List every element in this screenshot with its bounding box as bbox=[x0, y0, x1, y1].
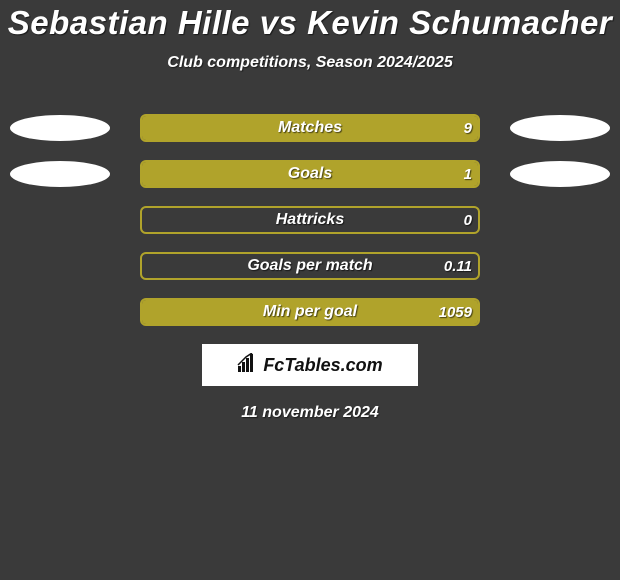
stat-bar: Matches9 bbox=[140, 114, 480, 142]
stat-row: Matches9 bbox=[0, 114, 620, 142]
stat-row: Goals1 bbox=[0, 160, 620, 188]
stat-bar-outline bbox=[140, 206, 480, 234]
stat-bar-outline bbox=[140, 114, 480, 142]
player-left-marker bbox=[10, 115, 110, 141]
stat-row: Hattricks0 bbox=[0, 206, 620, 234]
comparison-card: Sebastian Hille vs Kevin Schumacher Club… bbox=[0, 0, 620, 422]
logo-box: FcTables.com bbox=[202, 344, 418, 386]
page-subtitle: Club competitions, Season 2024/2025 bbox=[0, 54, 620, 72]
stat-bar-outline bbox=[140, 298, 480, 326]
stat-bar: Goals1 bbox=[140, 160, 480, 188]
date-line: 11 november 2024 bbox=[0, 404, 620, 422]
stat-bar: Hattricks0 bbox=[140, 206, 480, 234]
logo-icon bbox=[237, 353, 259, 378]
stat-bar: Goals per match0.11 bbox=[140, 252, 480, 280]
player-left-marker bbox=[10, 161, 110, 187]
stat-bar-outline bbox=[140, 252, 480, 280]
player-right-marker bbox=[510, 161, 610, 187]
page-title: Sebastian Hille vs Kevin Schumacher bbox=[0, 4, 620, 42]
stat-row: Min per goal1059 bbox=[0, 298, 620, 326]
player-right-marker bbox=[510, 115, 610, 141]
stat-rows: Matches9 Goals1 Hattricks0 Goals per match0… bbox=[0, 114, 620, 326]
logo-text: FcTables.com bbox=[263, 355, 382, 376]
stat-row: Goals per match0.11 bbox=[0, 252, 620, 280]
stat-bar-outline bbox=[140, 160, 480, 188]
stat-bar: Min per goal1059 bbox=[140, 298, 480, 326]
